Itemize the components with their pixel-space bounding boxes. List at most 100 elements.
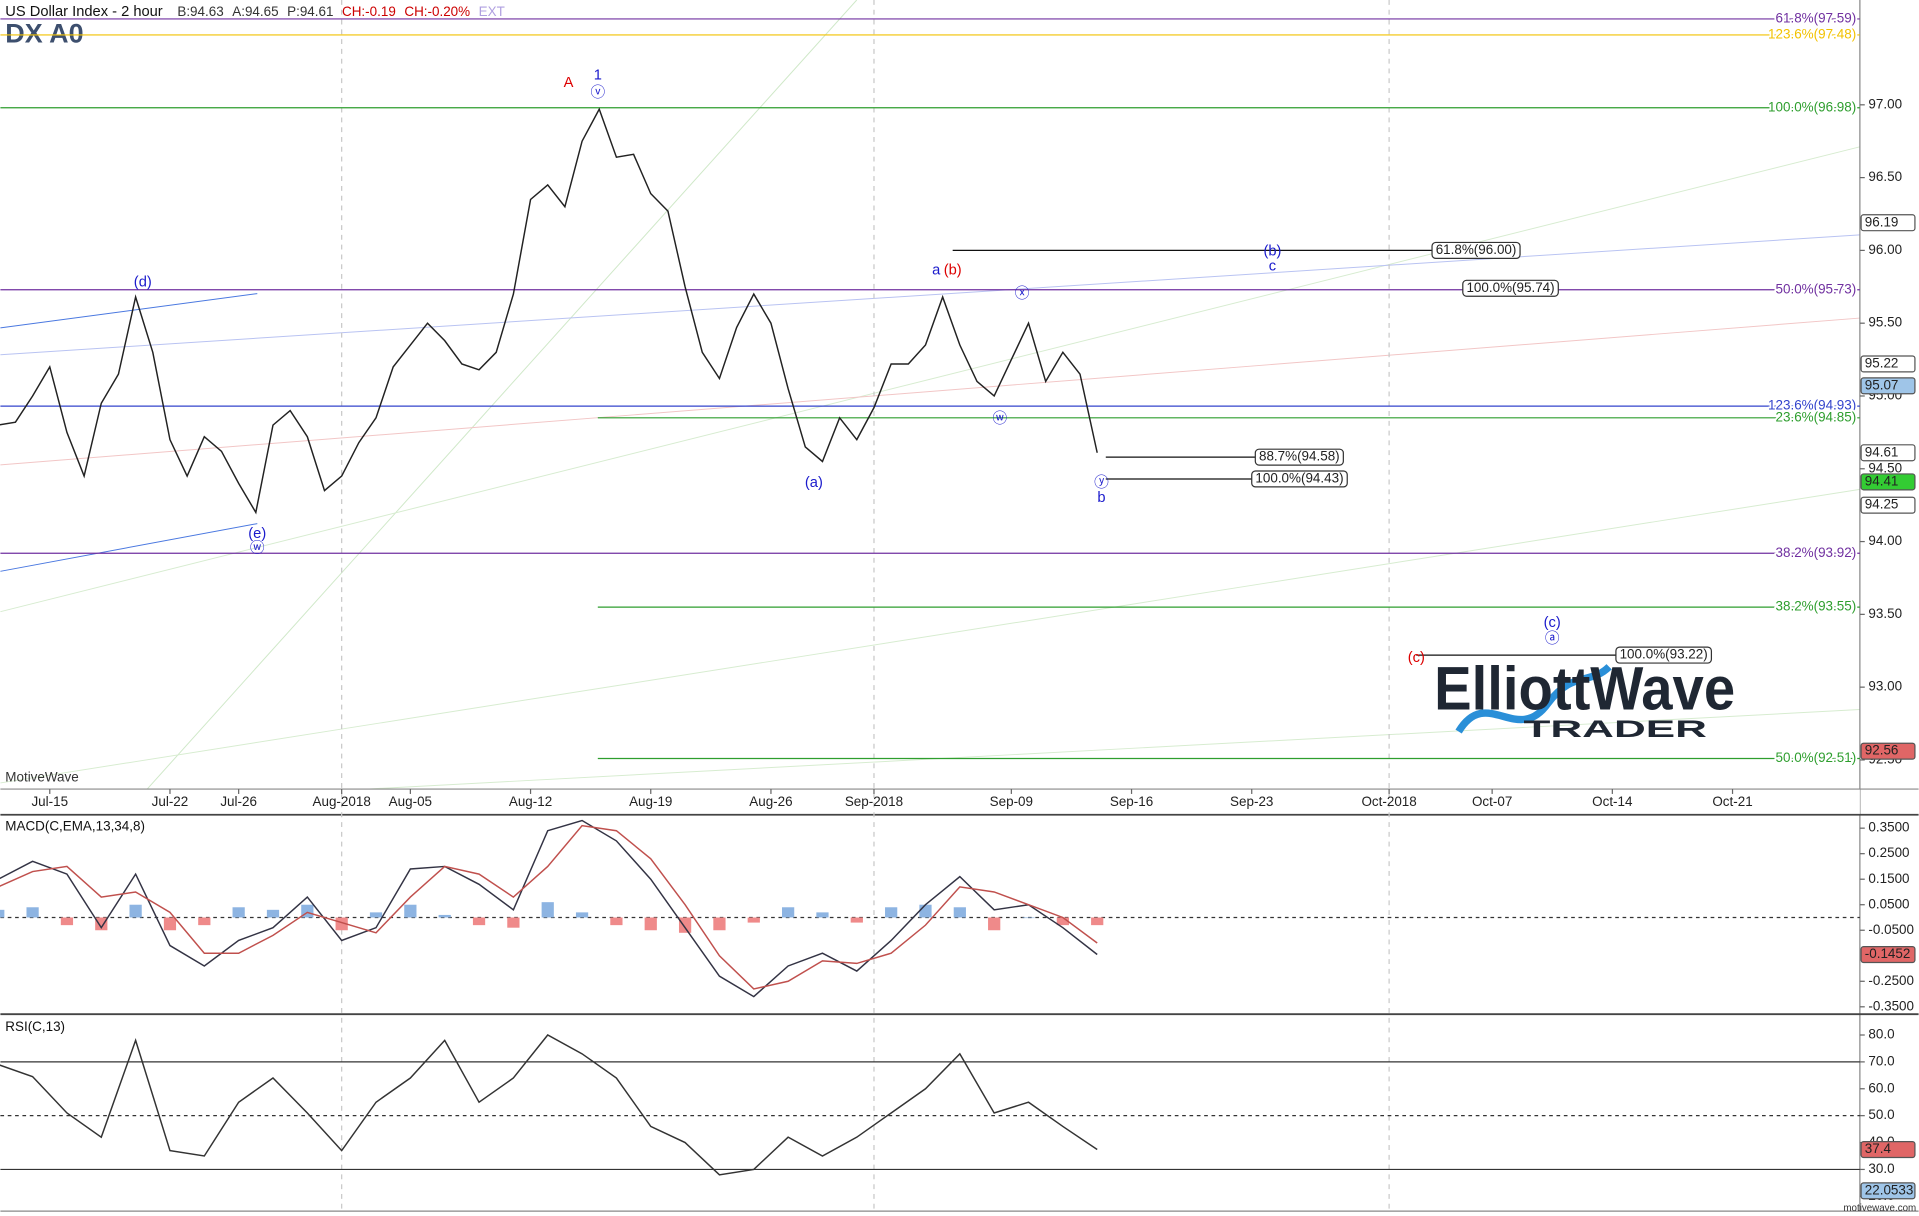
y-tick-label: 96.50 — [1868, 169, 1902, 184]
level-label: 38.2%(93.92) — [1776, 545, 1857, 560]
histogram-bar — [713, 917, 726, 931]
wave-label: ⓨ — [1094, 474, 1109, 491]
price-marker-label: 96.19 — [1865, 214, 1899, 229]
level-label: 61.8%(96.00) — [1436, 242, 1517, 257]
y-tick-label: 94.00 — [1868, 533, 1902, 548]
symbol: DX A0 — [5, 19, 83, 49]
wave-label: A — [564, 75, 574, 91]
price-marker — [1860, 1140, 1916, 1159]
histogram-bar — [1091, 917, 1104, 926]
price-marker — [1860, 945, 1916, 964]
price-marker-label: 94.41 — [1865, 473, 1899, 488]
y-tick-label: 93.00 — [1868, 679, 1902, 694]
series-line — [0, 824, 1098, 990]
level-label: 123.6%(97.48) — [1768, 26, 1856, 41]
x-tick-label: Aug-05 — [389, 794, 432, 809]
y-tick-label: 95.50 — [1868, 315, 1902, 330]
level-label: 100.0%(95.74) — [1466, 280, 1554, 295]
histogram-bar — [60, 917, 74, 926]
quote-value: EXT — [479, 4, 505, 19]
y-tick-label: 60.0 — [1868, 1080, 1894, 1095]
y-tick-label: 70.0 — [1868, 1053, 1894, 1068]
histogram-bar — [369, 912, 383, 918]
price-marker-label: 95.22 — [1865, 356, 1899, 371]
wave-label: ⓦ — [993, 410, 1008, 427]
y-tick-label: 0.0500 — [1868, 896, 1909, 911]
wave-label: (b) — [1264, 244, 1282, 260]
x-tick-label: Oct-14 — [1592, 794, 1633, 809]
logo-word: Elliott — [1434, 655, 1590, 723]
price-marker — [1860, 214, 1916, 232]
quote-value: CH:-0.20% — [404, 4, 470, 19]
price-marker-label: 95.07 — [1865, 377, 1899, 392]
y-tick-label: 0.3500 — [1868, 820, 1909, 835]
histogram-bar — [782, 907, 795, 918]
histogram-bar — [438, 914, 451, 918]
histogram-bar — [198, 917, 211, 926]
logo-tagline: TRADER — [1523, 716, 1707, 743]
price-marker — [1860, 496, 1916, 514]
histogram-bar — [850, 917, 863, 923]
price-marker-label: 92.56 — [1865, 743, 1899, 758]
price-marker-label: 37.4 — [1865, 1141, 1892, 1156]
x-tick-label: Jul-15 — [31, 794, 68, 809]
price-marker — [1860, 355, 1916, 373]
x-tick-label: Aug-26 — [749, 794, 792, 809]
histogram-bar — [816, 912, 829, 918]
watermark: MotiveWave — [5, 770, 78, 785]
x-tick-label: Oct-2018 — [1361, 794, 1416, 809]
price-marker — [1860, 1182, 1916, 1200]
quote-value: P:94.61 — [287, 4, 333, 19]
level-label-box — [1431, 241, 1521, 259]
x-tick-label: Aug-19 — [629, 794, 672, 809]
histogram-bar — [885, 907, 898, 918]
histogram-bar — [335, 917, 348, 931]
price-marker-label: 94.25 — [1865, 497, 1899, 512]
trend-lines — [0, 0, 1860, 790]
quote-value: A:94.65 — [232, 4, 278, 19]
y-tick-label: 50.0 — [1868, 1107, 1894, 1122]
wave-label: b — [1097, 490, 1105, 506]
histogram-bar — [404, 904, 417, 918]
wave-label: c — [1269, 258, 1276, 274]
logo-word: Wave — [1590, 655, 1735, 723]
trend-line — [0, 293, 258, 329]
histogram-bar — [610, 917, 623, 926]
y-tick-label: 0.1500 — [1868, 871, 1909, 886]
y-tick-label: 80.0 — [1868, 1027, 1894, 1042]
trend-line — [367, 709, 1860, 790]
x-tick-label: Oct-21 — [1712, 794, 1752, 809]
price-marker — [1860, 377, 1916, 395]
level-label: 100.0%(96.98) — [1768, 99, 1856, 114]
level-label: 23.6%(94.85) — [1776, 409, 1857, 424]
wave-label: (c) — [1544, 615, 1561, 631]
level-label: 100.0%(94.43) — [1255, 471, 1343, 486]
price-marker-label: -0.1452 — [1865, 946, 1911, 961]
level-label-box — [1462, 279, 1559, 297]
x-axis — [0, 789, 1860, 815]
level-label: 38.2%(93.55) — [1776, 599, 1857, 614]
x-tick-label: Oct-07 — [1472, 794, 1512, 809]
x-tick-label: Sep-16 — [1110, 794, 1153, 809]
histogram-bar — [232, 907, 245, 918]
y-tick-label: 96.00 — [1868, 242, 1902, 257]
trend-line — [0, 234, 1860, 356]
price-marker — [1860, 473, 1916, 491]
series-line — [0, 1034, 1098, 1176]
histogram-bar — [678, 917, 692, 933]
level-label-box — [1254, 448, 1344, 466]
histogram-bar — [747, 917, 760, 923]
series-line — [0, 819, 1098, 998]
x-tick-label: Aug-2018 — [313, 794, 371, 809]
y-tick-label: -0.2500 — [1868, 973, 1914, 988]
wave-label: a — [932, 263, 941, 279]
price-marker-label: 22.0533 — [1865, 1182, 1914, 1197]
trend-line — [0, 523, 258, 572]
price-marker — [1860, 742, 1916, 760]
wave-label: (b) — [944, 263, 962, 279]
histogram-bar — [644, 917, 657, 931]
level-label: 123.6%(94.93) — [1768, 398, 1856, 413]
histogram-bar — [1056, 917, 1069, 926]
histogram-bar — [26, 907, 39, 918]
